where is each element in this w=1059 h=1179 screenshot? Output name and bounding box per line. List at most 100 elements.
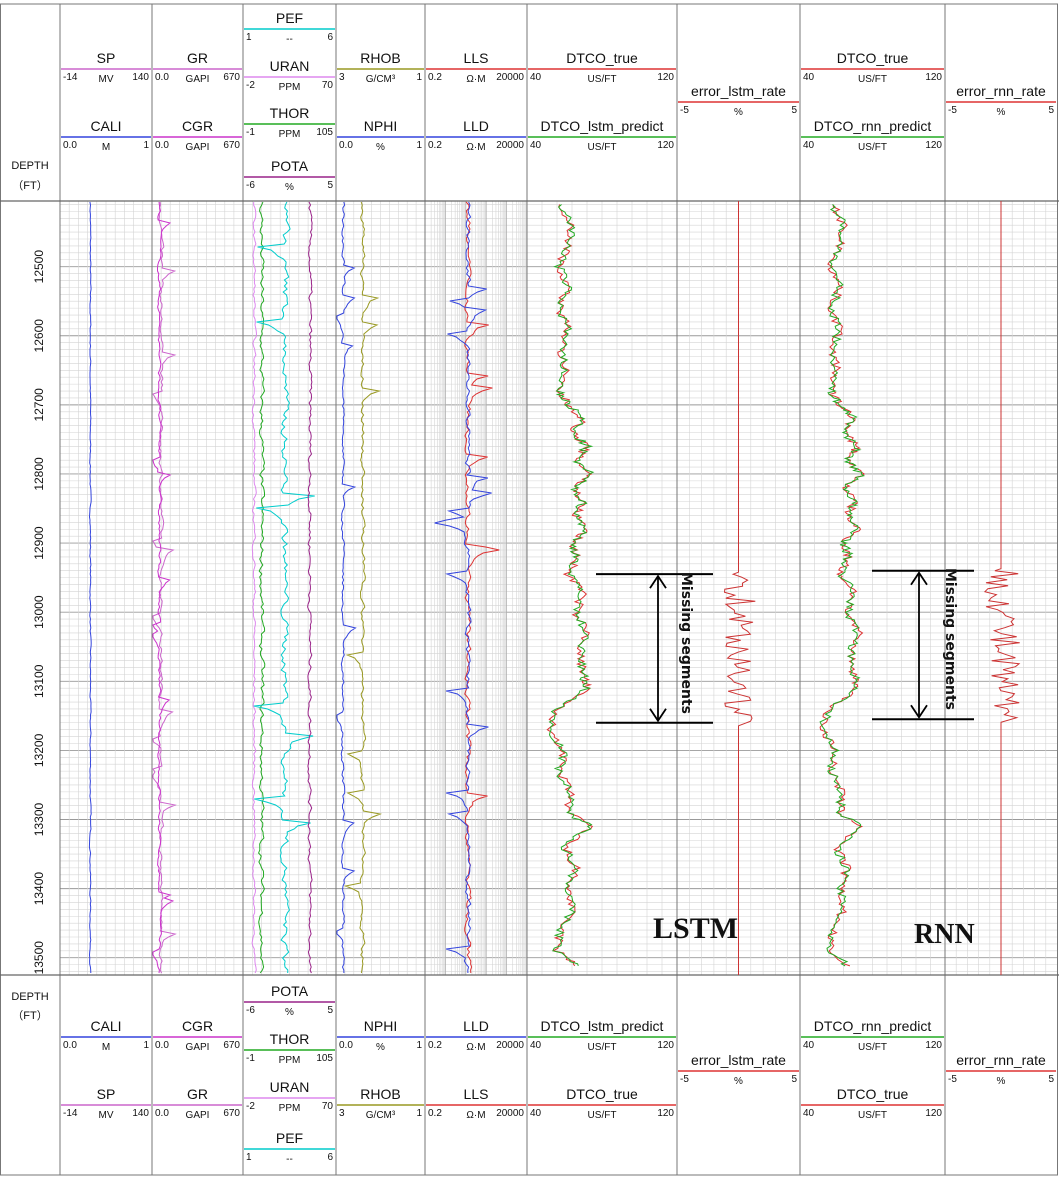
scale-unit: US/FT <box>588 1110 617 1121</box>
dtco-true-curve-rnn-track <box>819 204 866 967</box>
scale-unit: % <box>376 142 385 153</box>
curve-name-pef: PEF <box>276 1130 303 1146</box>
depth-tick-label: 12700 <box>32 388 46 422</box>
depth-tick-label: 13400 <box>32 872 46 906</box>
scale-unit: % <box>734 1076 743 1087</box>
scale-unit: PPM <box>279 129 301 140</box>
lld-curve <box>434 201 492 974</box>
curve-name-dtco_rnn_predict: DTCO_rnn_predict <box>814 1018 932 1034</box>
scale-min: -5 <box>680 1074 689 1085</box>
scale-unit: US/FT <box>588 142 617 153</box>
scale-min: 0.0 <box>155 1040 169 1051</box>
log-frame <box>0 3 1059 1176</box>
depth-unit-bottom: （FT） <box>12 1009 47 1022</box>
depth-tick-label: 12500 <box>32 250 46 284</box>
curve-name-error_lstm_rate: error_lstm_rate <box>691 83 786 99</box>
scale-max: 140 <box>132 72 149 83</box>
scale-min: -1 <box>246 127 255 138</box>
scale-min: 40 <box>530 1040 542 1051</box>
scale-max: 1 <box>416 72 422 83</box>
scale-unit: G/CM³ <box>366 74 396 85</box>
curve-name-pef: PEF <box>276 10 303 26</box>
curve-name-cgr: CGR <box>182 1018 213 1034</box>
curve-name-lld: LLD <box>463 1018 489 1034</box>
error-rnn-rate-curve <box>983 201 1021 975</box>
scale-unit: PPM <box>279 1055 301 1066</box>
outer-border <box>0 3 1058 1176</box>
scale-max: 120 <box>925 1040 942 1051</box>
scale-max: 70 <box>322 80 334 91</box>
scale-unit: % <box>997 107 1006 118</box>
depth-label-bottom: DEPTH <box>11 991 48 1003</box>
curve-name-error_lstm_rate: error_lstm_rate <box>691 1052 786 1068</box>
scale-min: -14 <box>63 1108 78 1119</box>
scale-max: 105 <box>316 127 333 138</box>
scale-min: 0.2 <box>428 1040 442 1051</box>
scale-max: 105 <box>316 1053 333 1064</box>
scale-max: 70 <box>322 1101 334 1112</box>
scale-min: 0.0 <box>155 72 169 83</box>
scale-unit: US/FT <box>858 1042 887 1053</box>
curve-name-nphi: NPHI <box>364 1018 397 1034</box>
scale-min: 40 <box>803 72 815 83</box>
curve-name-uran: URAN <box>270 58 310 74</box>
scale-max: 6 <box>327 1152 333 1163</box>
curve-name-rhob: RHOB <box>360 1086 400 1102</box>
scale-max: 5 <box>791 105 797 116</box>
scale-unit: GAPI <box>186 1042 210 1053</box>
scale-min: 0.0 <box>155 1108 169 1119</box>
curve-name-error_rnn_rate: error_rnn_rate <box>956 1052 1046 1068</box>
scale-unit: PPM <box>279 1103 301 1114</box>
scale-unit: MV <box>99 1110 114 1121</box>
depth-unit: （FT） <box>12 179 47 192</box>
scale-unit: -- <box>286 34 293 45</box>
curve-name-error_rnn_rate: error_rnn_rate <box>956 83 1046 99</box>
scale-unit: % <box>734 107 743 118</box>
rnn-label: RNN <box>914 919 975 950</box>
scale-max: 20000 <box>496 140 524 151</box>
annotations: LSTM RNN Missing segments Missing segmen… <box>653 568 975 950</box>
scale-unit: MV <box>99 74 114 85</box>
scale-unit: % <box>997 1076 1006 1087</box>
scale-unit: US/FT <box>858 1110 887 1121</box>
scale-unit: GAPI <box>186 1110 210 1121</box>
cgr-curve <box>152 201 175 974</box>
uran-curve <box>251 201 258 974</box>
scale-max: 5 <box>1048 1074 1054 1085</box>
scale-unit: Ω·M <box>466 1042 485 1053</box>
scale-min: 0.2 <box>428 140 442 151</box>
scale-min: -5 <box>948 105 957 116</box>
curve-name-uran: URAN <box>270 1079 310 1095</box>
scale-min: 1 <box>246 32 252 43</box>
scale-min: -2 <box>246 80 255 91</box>
scale-min: 40 <box>530 1108 542 1119</box>
depth-tick-label: 12900 <box>32 526 46 560</box>
depth-tick-label: 12800 <box>32 457 46 491</box>
scale-max: 120 <box>657 140 674 151</box>
dtco-true-curve-lstm-track <box>546 204 594 967</box>
scale-min: 40 <box>803 140 815 151</box>
rhob-curve <box>343 201 383 974</box>
scale-min: 0.0 <box>339 1040 353 1051</box>
scale-unit: Ω·M <box>466 1110 485 1121</box>
curve-name-pota: POTA <box>271 983 309 999</box>
curve-name-sp: SP <box>97 1086 116 1102</box>
scale-unit: -- <box>286 1154 293 1165</box>
scale-min: 0.2 <box>428 72 442 83</box>
curve-name-dtco_true: DTCO_true <box>566 50 638 66</box>
scale-max: 1 <box>143 140 149 151</box>
depth-tick-label: 13500 <box>32 941 46 975</box>
pef-curve <box>253 201 315 974</box>
scale-min: 0.0 <box>63 1040 77 1051</box>
scale-max: 670 <box>223 1108 240 1119</box>
scale-max: 120 <box>657 1040 674 1051</box>
curve-name-cgr: CGR <box>182 118 213 134</box>
curve-name-cali: CALI <box>90 1018 121 1034</box>
error-lstm-rate-curve <box>723 201 756 975</box>
scale-max: 120 <box>925 140 942 151</box>
nphi-curve <box>336 201 357 974</box>
scale-max: 1 <box>416 1108 422 1119</box>
curve-name-gr: GR <box>187 1086 208 1102</box>
lls-curve <box>464 201 500 974</box>
